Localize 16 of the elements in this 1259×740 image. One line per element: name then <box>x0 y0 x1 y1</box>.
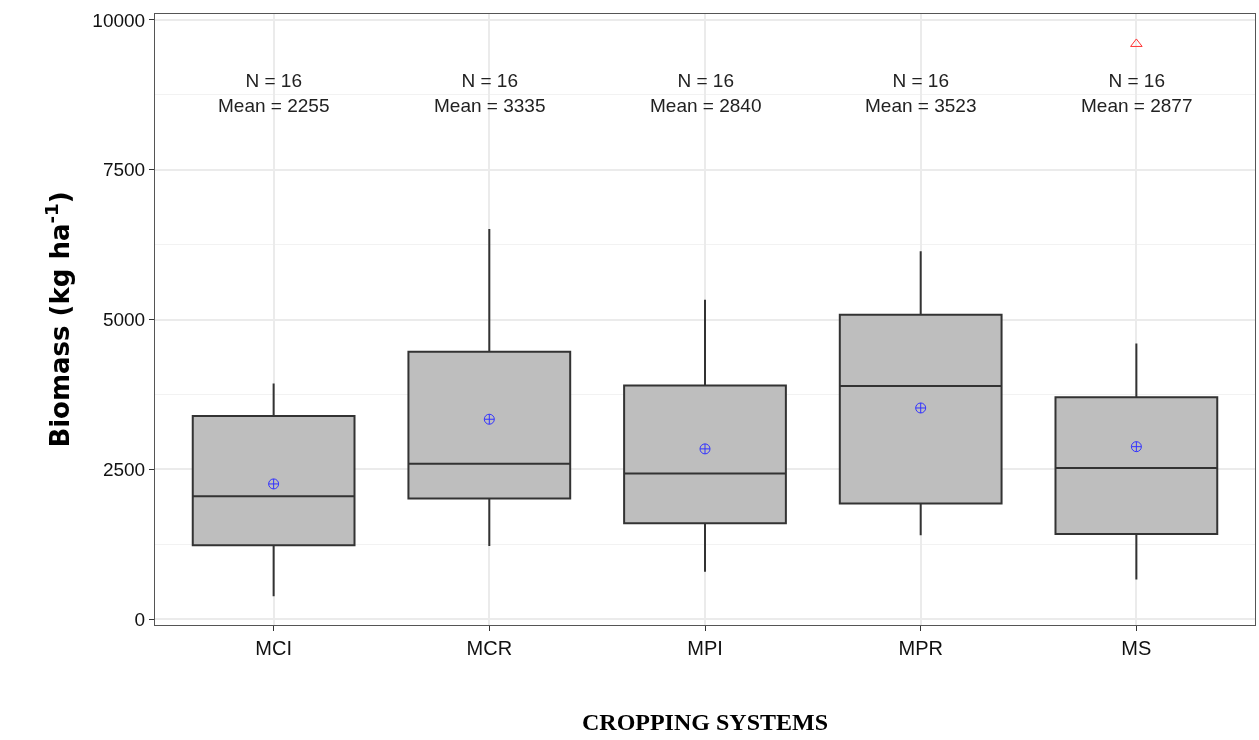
y-tick-label: 0 <box>134 608 146 630</box>
y-tick-label: 7500 <box>102 159 146 181</box>
y-tick-label: 5000 <box>102 309 146 331</box>
x-tick-label: MCR <box>466 637 513 659</box>
y-tick-label: 10000 <box>92 9 146 31</box>
x-tick-label: MPI <box>687 637 723 659</box>
x-tick-label: MCI <box>255 637 292 659</box>
y-tick-label: 2500 <box>102 458 146 480</box>
x-tick-label: MPR <box>898 637 943 659</box>
annotation: N = 16 Mean = 3335 <box>434 70 546 116</box>
annotation: N = 16 Mean = 2877 <box>1081 70 1193 116</box>
annotation: N = 16 Mean = 2840 <box>650 70 762 116</box>
annotation: N = 16 Mean = 3523 <box>865 70 977 116</box>
x-axis-title: CROPPING SYSTEMS <box>581 709 829 736</box>
annotation: N = 16 Mean = 2255 <box>218 70 330 116</box>
x-tick-label: MS <box>1121 637 1152 659</box>
